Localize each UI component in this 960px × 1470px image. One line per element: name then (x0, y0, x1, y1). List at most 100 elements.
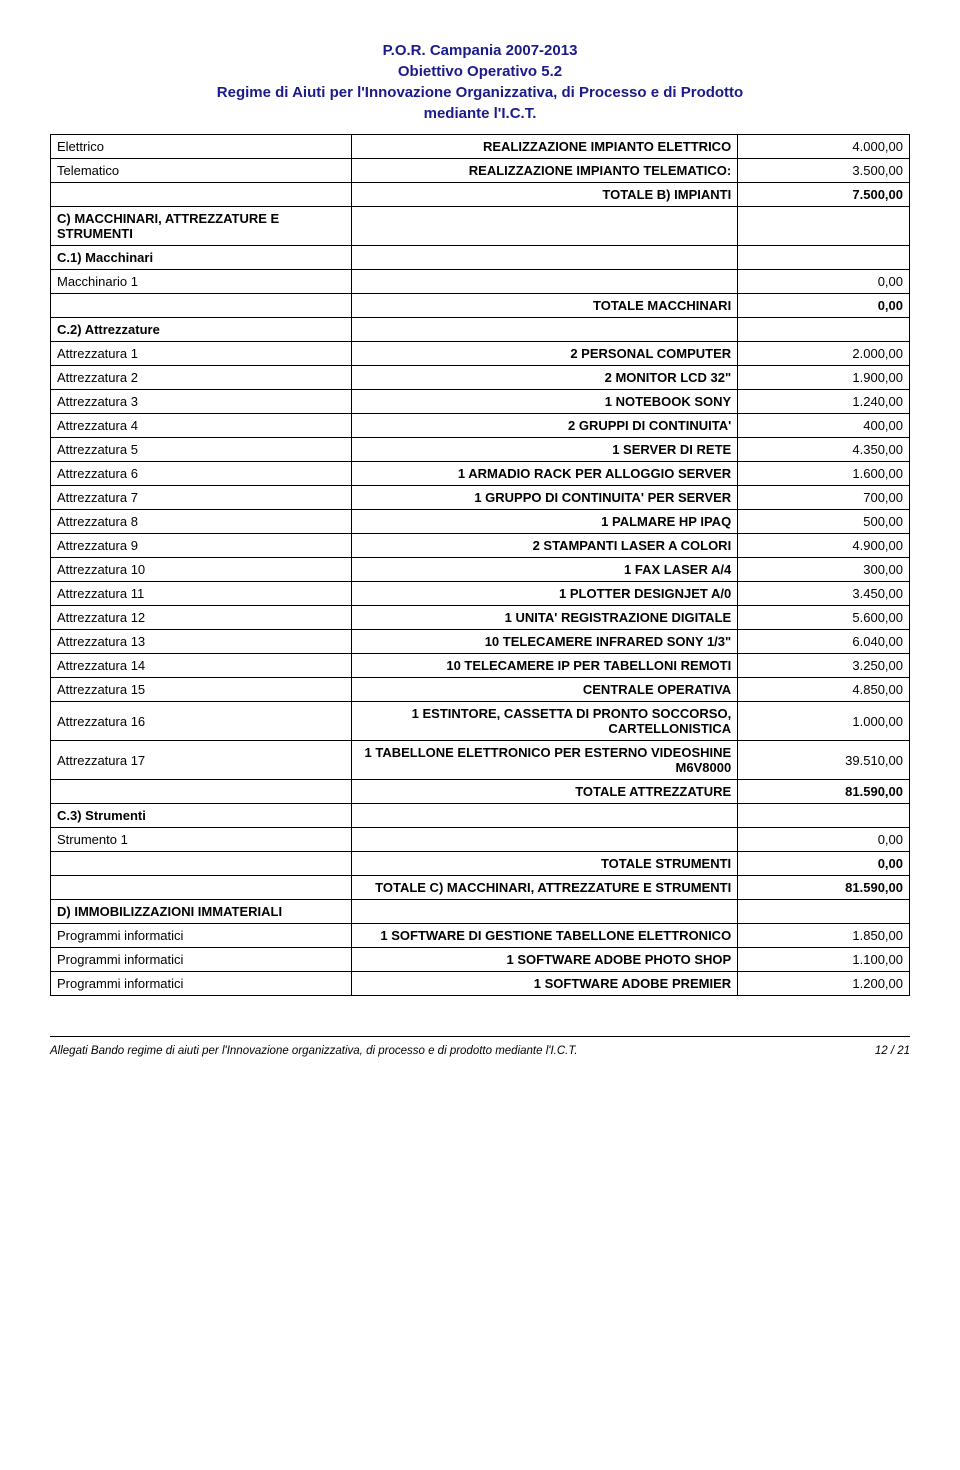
cell-description: 1 SOFTWARE ADOBE PHOTO SHOP (351, 948, 738, 972)
table-row: Attrezzatura 42 GRUPPI DI CONTINUITA'400… (51, 414, 910, 438)
cell-amount: 0,00 (738, 828, 910, 852)
cell-label: D) IMMOBILIZZAZIONI IMMATERIALI (51, 900, 352, 924)
cell-description (351, 318, 738, 342)
table-row: Programmi informatici1 SOFTWARE ADOBE PH… (51, 948, 910, 972)
table-row: Attrezzatura 101 FAX LASER A/4300,00 (51, 558, 910, 582)
cell-label: Attrezzatura 6 (51, 462, 352, 486)
table-row: TelematicoREALIZZAZIONE IMPIANTO TELEMAT… (51, 159, 910, 183)
cell-label: Attrezzatura 7 (51, 486, 352, 510)
cell-amount: 1.850,00 (738, 924, 910, 948)
cell-label (51, 852, 352, 876)
cell-amount: 3.500,00 (738, 159, 910, 183)
table-row: Attrezzatura 15CENTRALE OPERATIVA4.850,0… (51, 678, 910, 702)
cell-amount: 500,00 (738, 510, 910, 534)
table-row: TOTALE B) IMPIANTI7.500,00 (51, 183, 910, 207)
cell-amount: 39.510,00 (738, 741, 910, 780)
table-row: Attrezzatura 1410 TELECAMERE IP PER TABE… (51, 654, 910, 678)
cell-label: Attrezzatura 11 (51, 582, 352, 606)
footer-left: Allegati Bando regime di aiuti per l'Inn… (50, 1045, 578, 1057)
cell-label (51, 876, 352, 900)
cell-label: Programmi informatici (51, 924, 352, 948)
cell-amount: 7.500,00 (738, 183, 910, 207)
table-row: Attrezzatura 31 NOTEBOOK SONY1.240,00 (51, 390, 910, 414)
cell-description: TOTALE MACCHINARI (351, 294, 738, 318)
cell-description: 1 PLOTTER DESIGNJET A/0 (351, 582, 738, 606)
cell-amount: 400,00 (738, 414, 910, 438)
cell-label: Attrezzatura 15 (51, 678, 352, 702)
cell-amount: 81.590,00 (738, 876, 910, 900)
cell-label: Attrezzatura 10 (51, 558, 352, 582)
table-row: Attrezzatura 92 STAMPANTI LASER A COLORI… (51, 534, 910, 558)
cell-amount: 4.000,00 (738, 135, 910, 159)
cell-label: Attrezzatura 9 (51, 534, 352, 558)
cell-label (51, 183, 352, 207)
cell-description: 1 SOFTWARE DI GESTIONE TABELLONE ELETTRO… (351, 924, 738, 948)
cell-description: REALIZZAZIONE IMPIANTO TELEMATICO: (351, 159, 738, 183)
cell-description: 1 FAX LASER A/4 (351, 558, 738, 582)
table-row: Attrezzatura 81 PALMARE HP IPAQ500,00 (51, 510, 910, 534)
cell-amount: 2.000,00 (738, 342, 910, 366)
table-row: Attrezzatura 111 PLOTTER DESIGNJET A/03.… (51, 582, 910, 606)
cell-description: 1 ESTINTORE, CASSETTA DI PRONTO SOCCORSO… (351, 702, 738, 741)
cell-label (51, 294, 352, 318)
cell-amount: 0,00 (738, 294, 910, 318)
cell-amount: 3.450,00 (738, 582, 910, 606)
cell-label: Attrezzatura 13 (51, 630, 352, 654)
cell-label: Attrezzatura 14 (51, 654, 352, 678)
cell-amount: 81.590,00 (738, 780, 910, 804)
cell-amount: 1.600,00 (738, 462, 910, 486)
table-row: TOTALE C) MACCHINARI, ATTREZZATURE E STR… (51, 876, 910, 900)
table-row: TOTALE MACCHINARI0,00 (51, 294, 910, 318)
cell-label: Elettrico (51, 135, 352, 159)
cell-label: Attrezzatura 16 (51, 702, 352, 741)
cell-amount (738, 246, 910, 270)
table-row: Attrezzatura 171 TABELLONE ELETTRONICO P… (51, 741, 910, 780)
table-row: C.1) Macchinari (51, 246, 910, 270)
cell-label: Attrezzatura 4 (51, 414, 352, 438)
cell-description: 2 MONITOR LCD 32" (351, 366, 738, 390)
cell-label: C.3) Strumenti (51, 804, 352, 828)
cell-amount: 4.900,00 (738, 534, 910, 558)
cell-amount: 300,00 (738, 558, 910, 582)
cell-amount: 4.350,00 (738, 438, 910, 462)
table-row: C) MACCHINARI, ATTREZZATURE E STRUMENTI (51, 207, 910, 246)
table-row: TOTALE ATTREZZATURE81.590,00 (51, 780, 910, 804)
cell-amount: 700,00 (738, 486, 910, 510)
table-row: Attrezzatura 121 UNITA' REGISTRAZIONE DI… (51, 606, 910, 630)
cell-description: TOTALE STRUMENTI (351, 852, 738, 876)
cell-amount: 1.200,00 (738, 972, 910, 996)
cell-description: REALIZZAZIONE IMPIANTO ELETTRICO (351, 135, 738, 159)
cell-amount: 4.850,00 (738, 678, 910, 702)
cell-description: 10 TELECAMERE IP PER TABELLONI REMOTI (351, 654, 738, 678)
table-row: Attrezzatura 22 MONITOR LCD 32"1.900,00 (51, 366, 910, 390)
footer-rule (50, 1036, 910, 1037)
table-row: Attrezzatura 161 ESTINTORE, CASSETTA DI … (51, 702, 910, 741)
header-line-1: P.O.R. Campania 2007-2013 (50, 40, 910, 61)
table-row: Programmi informatici1 SOFTWARE DI GESTI… (51, 924, 910, 948)
budget-table: ElettricoREALIZZAZIONE IMPIANTO ELETTRIC… (50, 134, 910, 996)
table-row: Strumento 10,00 (51, 828, 910, 852)
cell-description (351, 900, 738, 924)
cell-amount: 3.250,00 (738, 654, 910, 678)
cell-description: 2 PERSONAL COMPUTER (351, 342, 738, 366)
document-header: P.O.R. Campania 2007-2013 Obiettivo Oper… (50, 40, 910, 124)
cell-amount (738, 900, 910, 924)
cell-description: CENTRALE OPERATIVA (351, 678, 738, 702)
footer-right: 12 / 21 (875, 1045, 910, 1057)
table-row: Programmi informatici1 SOFTWARE ADOBE PR… (51, 972, 910, 996)
cell-description: 2 GRUPPI DI CONTINUITA' (351, 414, 738, 438)
cell-amount: 0,00 (738, 270, 910, 294)
cell-description: 1 GRUPPO DI CONTINUITA' PER SERVER (351, 486, 738, 510)
cell-label: Programmi informatici (51, 972, 352, 996)
cell-description: 1 SOFTWARE ADOBE PREMIER (351, 972, 738, 996)
cell-description: 1 ARMADIO RACK PER ALLOGGIO SERVER (351, 462, 738, 486)
page-footer: Allegati Bando regime di aiuti per l'Inn… (50, 1045, 910, 1057)
cell-amount: 1.900,00 (738, 366, 910, 390)
cell-amount: 0,00 (738, 852, 910, 876)
cell-description: 1 UNITA' REGISTRAZIONE DIGITALE (351, 606, 738, 630)
cell-description: 1 SERVER DI RETE (351, 438, 738, 462)
cell-label (51, 780, 352, 804)
cell-label: Attrezzatura 2 (51, 366, 352, 390)
cell-description: 1 TABELLONE ELETTRONICO PER ESTERNO VIDE… (351, 741, 738, 780)
table-row: Attrezzatura 1310 TELECAMERE INFRARED SO… (51, 630, 910, 654)
